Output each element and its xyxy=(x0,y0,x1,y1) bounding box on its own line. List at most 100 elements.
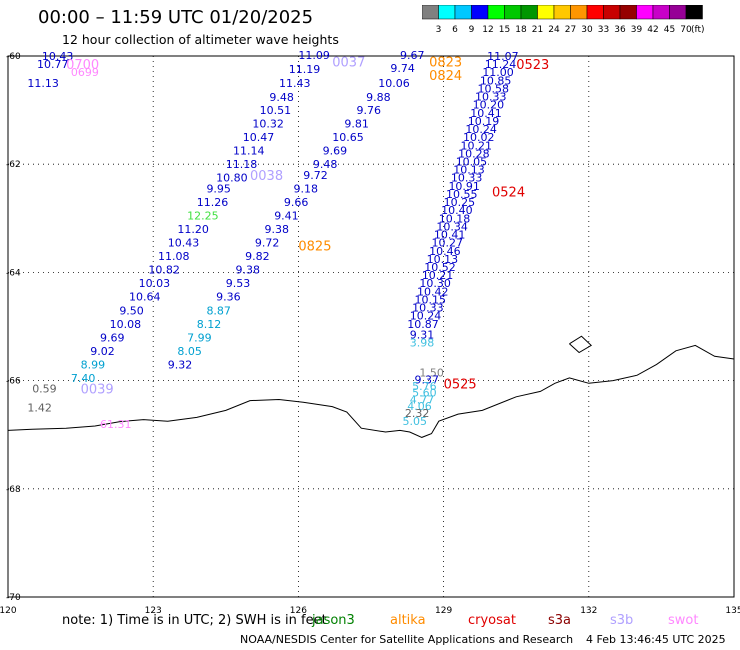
scale-label: 45 xyxy=(664,25,675,35)
wave-height-value: 9.69 xyxy=(323,145,348,158)
wave-height-value: 9.36 xyxy=(216,291,241,304)
wave-height-value: 9.82 xyxy=(245,250,270,263)
wave-height-value: 9.66 xyxy=(284,196,309,209)
wave-height-value: 9.41 xyxy=(274,210,299,223)
pass-time-label: 0825 xyxy=(298,239,331,254)
wave-height-value: 12.25 xyxy=(187,210,219,223)
wave-height-value: 61.31 xyxy=(100,418,131,431)
scale-label: 24 xyxy=(548,25,560,35)
island-outline xyxy=(569,335,593,354)
x-tick-label: 135 xyxy=(725,606,740,616)
scale-label: 9 xyxy=(469,25,475,35)
pass-time-label: 0523 xyxy=(516,58,549,73)
wave-height-value: 10.64 xyxy=(129,291,161,304)
wave-height-value: 7.40 xyxy=(71,372,96,385)
map-title: 00:00 – 11:59 UTC 01/20/2025 xyxy=(38,7,314,28)
wave-height-value: 10.91 xyxy=(448,180,480,193)
wave-height-value: 10.33 xyxy=(451,172,483,185)
wave-height-value: 10.80 xyxy=(216,172,248,185)
wave-height-value: 11.26 xyxy=(197,196,229,209)
wave-height-value: 1.50 xyxy=(419,366,444,379)
wave-height-value: 10.27 xyxy=(432,237,464,250)
wave-height-value: 10.05 xyxy=(456,155,488,168)
scale-label: 21 xyxy=(532,25,543,35)
pass-time-label: 0038 xyxy=(250,169,283,184)
wave-height-value: 10.24 xyxy=(410,310,442,323)
x-tick-label: 120 xyxy=(0,606,17,616)
wave-height-value: 8.87 xyxy=(206,304,231,317)
wave-height-value: 10.24 xyxy=(465,123,497,136)
scale-label: 6 xyxy=(452,25,458,35)
wave-height-value: 2.32 xyxy=(405,407,430,420)
scale-label: 36 xyxy=(614,25,626,35)
wave-height-value: 0699 xyxy=(71,66,99,79)
coastline xyxy=(7,344,735,438)
wave-height-value: 9.50 xyxy=(119,304,144,317)
wave-height-value: 10.25 xyxy=(444,196,476,209)
wave-height-value: 9.81 xyxy=(344,118,369,131)
wave-height-value: 8.99 xyxy=(81,358,106,371)
y-tick-label: -62 xyxy=(6,160,21,170)
wave-height-value: 9.72 xyxy=(303,169,328,182)
mission-s3b: s3b xyxy=(610,613,634,628)
footer-note: note: 1) Time is in UTC; 2) SWH is in fe… xyxy=(62,613,327,628)
wave-height-value: 9.76 xyxy=(356,104,381,117)
wave-height-value: 11.24 xyxy=(485,58,517,71)
scale-swatch xyxy=(685,5,703,20)
wave-height-value: 10.43 xyxy=(168,237,200,250)
footer-timestamp: 4 Feb 13:46:45 UTC 2025 xyxy=(586,633,726,646)
pass-time-label: 0037 xyxy=(332,55,365,70)
wave-height-value: 10.13 xyxy=(427,253,459,266)
mission-altika: altika xyxy=(390,613,426,628)
wave-height-value: 9.31 xyxy=(410,329,435,342)
y-tick-label: -66 xyxy=(6,377,21,387)
wave-height-value: 10.82 xyxy=(148,264,180,277)
wave-height-value: 10.77 xyxy=(37,58,69,71)
wave-height-value: 1.42 xyxy=(27,402,52,415)
wave-height-value: 11.08 xyxy=(158,250,190,263)
wave-height-value: 11.07 xyxy=(487,50,519,63)
wave-height-value: 11.09 xyxy=(298,49,330,62)
wave-height-value: 10.13 xyxy=(453,164,485,177)
wave-height-value: 10.03 xyxy=(139,277,171,290)
wave-height-value: 10.06 xyxy=(378,77,410,90)
mission-s3a: s3a xyxy=(548,613,572,628)
wave-height-value: 10.46 xyxy=(429,245,461,258)
scale-label: 27 xyxy=(565,25,576,35)
pass-time-label: 0700 xyxy=(66,58,99,73)
y-tick-label: -70 xyxy=(6,593,21,603)
scale-label: 30 xyxy=(581,25,593,35)
wave-height-value: 10.58 xyxy=(477,82,509,95)
wave-height-value: 11.00 xyxy=(482,66,514,79)
wave-height-value: 9.02 xyxy=(90,345,115,358)
wave-height-value: 0.59 xyxy=(32,383,57,396)
wave-height-value: 11.20 xyxy=(177,223,209,236)
wave-height-value: 5.60 xyxy=(412,387,437,400)
wave-height-value: 10.40 xyxy=(441,204,473,217)
wave-height-value: 10.41 xyxy=(434,229,466,242)
color-scale-legend: 3 6 9 12 15 18 21 24 27 30 33 36 39 42 45 70 (ft) xyxy=(422,5,705,35)
wave-height-value: 9.37 xyxy=(415,374,440,387)
pass-time-label: 0824 xyxy=(429,69,462,84)
scale-label: 12 xyxy=(482,25,493,35)
wave-height-value: 4.77 xyxy=(410,394,435,407)
y-tick-label: -68 xyxy=(6,485,21,495)
wave-height-value: 10.30 xyxy=(419,277,451,290)
mission-swot: swot xyxy=(668,613,699,628)
wave-height-value: 9.74 xyxy=(390,62,415,75)
wave-height-value: 10.08 xyxy=(110,318,142,331)
wave-height-value: 10.19 xyxy=(468,115,500,128)
wave-height-value: 4.06 xyxy=(407,400,432,413)
x-tick-label: 126 xyxy=(290,606,307,616)
wave-height-value: 10.32 xyxy=(252,118,283,131)
wave-height-value: 7.99 xyxy=(187,331,212,344)
scale-unit: (ft) xyxy=(691,25,705,35)
wave-height-value: 10.15 xyxy=(415,293,447,306)
wave-height-value: 10.47 xyxy=(243,131,274,144)
wave-height-value: 5.76 xyxy=(412,380,437,393)
y-tick-label: -64 xyxy=(6,268,21,278)
pass-time-label: 0039 xyxy=(81,383,114,398)
scale-label: 70 xyxy=(680,25,692,35)
wave-height-value: 9.88 xyxy=(366,91,391,104)
